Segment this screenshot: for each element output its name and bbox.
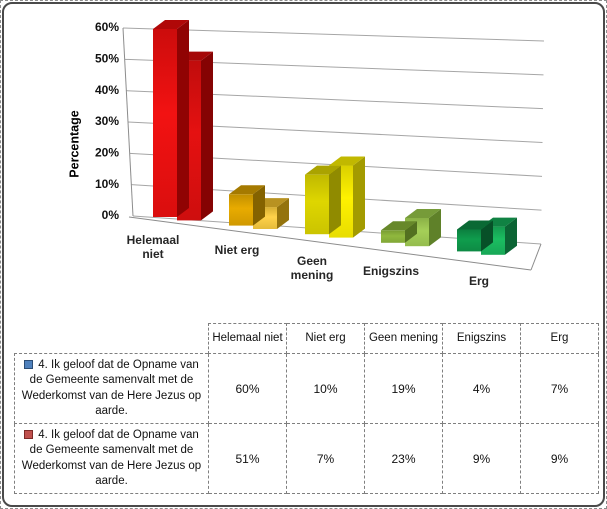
series-2-label-text: 4. Ik geloof dat de Opname van de Gemeen… bbox=[21, 429, 202, 487]
table-header-row: Helemaal niet Niet erg Geen mening Enigs… bbox=[15, 323, 599, 354]
table-row: 4. Ik geloof dat de Opname van de Gemeen… bbox=[14, 353, 599, 424]
category-label: niet bbox=[142, 247, 163, 261]
table-value-cell: 23% bbox=[364, 423, 443, 494]
table-header-cell: Erg bbox=[520, 323, 599, 354]
series-1-legend-marker bbox=[24, 360, 34, 370]
category-label: Erg bbox=[469, 274, 489, 288]
chart-data-table: Helemaal niet Niet erg Geen mening Enigs… bbox=[14, 323, 599, 494]
series-row-label: 4. Ik geloof dat de Opname van de Gemeen… bbox=[14, 353, 209, 424]
bar-0-series1 bbox=[153, 20, 189, 217]
table-value-cell: 9% bbox=[520, 423, 599, 494]
table-header-cell: Niet erg bbox=[286, 323, 365, 354]
table-value-cell: 9% bbox=[442, 423, 521, 494]
bar-3-series1 bbox=[381, 221, 417, 243]
y-tick-label: 60% bbox=[95, 20, 119, 34]
series-2-legend-marker bbox=[24, 430, 34, 440]
value-axis-line bbox=[122, 27, 134, 217]
y-tick-label: 10% bbox=[95, 177, 119, 191]
y-axis-title: Percentage bbox=[67, 110, 81, 177]
y-tick-label: 50% bbox=[95, 52, 119, 66]
floor-right-edge bbox=[530, 243, 542, 271]
table-header-cell: Geen mening bbox=[364, 323, 443, 354]
table-header-cell: Helemaal niet bbox=[208, 323, 287, 354]
category-label: mening bbox=[291, 268, 334, 282]
table-value-cell: 7% bbox=[286, 423, 365, 494]
bar-chart-3d: 60% 50% 40% 30% 20% 10% 0% Percentage Helemaalni… bbox=[67, 20, 545, 288]
table-header-cell: Enigszins bbox=[442, 323, 521, 354]
table-value-cell: 51% bbox=[208, 423, 287, 494]
table-value-cell: 7% bbox=[520, 353, 599, 424]
y-tick-label: 40% bbox=[95, 83, 119, 97]
gridline bbox=[122, 27, 545, 42]
table-value-cell: 4% bbox=[442, 353, 521, 424]
table-value-cell: 19% bbox=[364, 353, 443, 424]
series-1-label-text: 4. Ik geloof dat de Opname van de Gemeen… bbox=[21, 359, 202, 417]
category-label: Geen bbox=[297, 254, 327, 268]
category-axis-line bbox=[128, 216, 532, 271]
table-value-cell: 10% bbox=[286, 353, 365, 424]
category-label: Enigszins bbox=[363, 264, 419, 278]
y-tick-label: 0% bbox=[102, 208, 120, 222]
bar-2-series1 bbox=[305, 165, 341, 235]
y-tick-label: 30% bbox=[95, 114, 119, 128]
bar-1-series1 bbox=[229, 185, 265, 226]
bar-4-series1 bbox=[457, 220, 493, 252]
table-corner-cell bbox=[15, 324, 209, 354]
category-label: Helemaal bbox=[127, 233, 180, 247]
category-label: Niet erg bbox=[215, 243, 260, 257]
table-row: 4. Ik geloof dat de Opname van de Gemeen… bbox=[14, 423, 599, 494]
table-value-cell: 60% bbox=[208, 353, 287, 424]
y-tick-label: 20% bbox=[95, 146, 119, 160]
series-row-label: 4. Ik geloof dat de Opname van de Gemeen… bbox=[14, 423, 209, 494]
